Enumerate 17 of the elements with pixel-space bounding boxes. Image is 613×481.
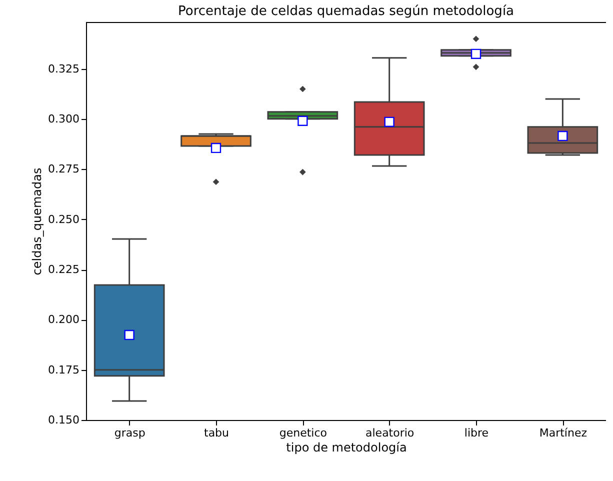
y-tick-label: 0.325: [48, 62, 80, 76]
y-tick-label: 0.225: [48, 263, 80, 276]
y-tick-label: 0.250: [48, 212, 80, 226]
x-tick-label: grasp: [114, 426, 146, 440]
y-tick-label: 0.150: [48, 414, 80, 426]
x-tick-label: tabu: [204, 426, 230, 440]
x-tick-label: aleatorio: [365, 426, 414, 440]
x-tick-label: genetico: [279, 426, 328, 440]
y-tick-label: 0.300: [48, 112, 80, 126]
y-axis-title: celdas_quemadas: [30, 168, 44, 276]
x-tick-label: libre: [464, 426, 489, 440]
x-axis-title: tipo de metodología: [286, 440, 407, 454]
chart-title: Porcentaje de celdas quemadas según metodología: [178, 4, 514, 19]
y-tick-label: 0.275: [48, 162, 80, 176]
x-tick-label: Martínez: [539, 426, 588, 440]
y-tick-label: 0.200: [48, 313, 80, 326]
y-tick-label: 0.175: [48, 363, 80, 376]
